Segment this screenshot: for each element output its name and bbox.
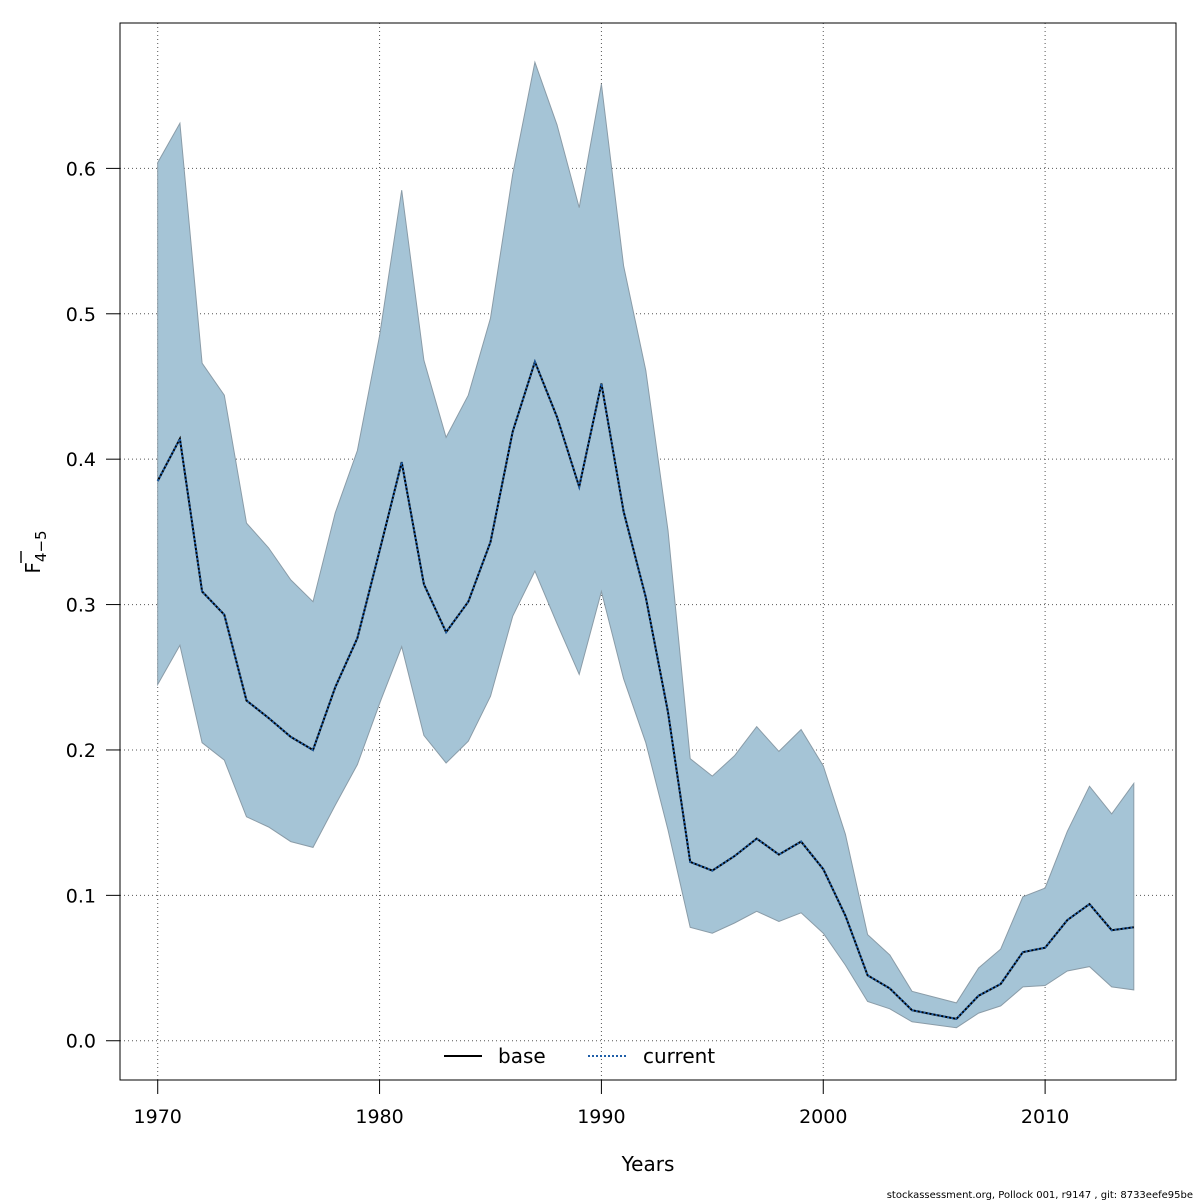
y-tick-label-0: 0.0 xyxy=(66,1031,96,1053)
x-axis: 1970 1980 1990 2000 2010 xyxy=(134,1079,1069,1128)
x-axis-title: Years xyxy=(621,1152,675,1176)
legend: base current xyxy=(444,1044,715,1068)
x-tick-label-1970: 1970 xyxy=(134,1106,182,1128)
x-tick-label-1990: 1990 xyxy=(577,1106,625,1128)
series-lines xyxy=(156,358,1134,1020)
confidence-band xyxy=(157,60,1135,1029)
legend-label-current: current xyxy=(643,1044,715,1068)
y-tick-label-4: 0.4 xyxy=(66,449,96,471)
y-tick-label-1: 0.1 xyxy=(66,885,96,907)
y-tick-label-2: 0.2 xyxy=(66,740,96,762)
y-axis-title: F4−5 xyxy=(20,530,50,574)
svg-text:F4−5: F4−5 xyxy=(21,530,50,573)
legend-label-base: base xyxy=(498,1044,546,1068)
y-axis: 0.0 0.1 0.2 0.3 0.4 0.5 0.6 xyxy=(66,158,121,1053)
series-line-current xyxy=(156,358,1134,1020)
x-tick-label-2010: 2010 xyxy=(1021,1106,1069,1128)
x-tick-label-1980: 1980 xyxy=(355,1106,403,1128)
y-axis-title-main: F xyxy=(21,562,45,574)
y-axis-title-sub: 4−5 xyxy=(32,530,50,562)
footer-text: stockassessment.org, Pollock 001, r9147 … xyxy=(887,1190,1193,1200)
y-tick-label-3: 0.3 xyxy=(66,595,96,617)
y-tick-label-5: 0.5 xyxy=(66,304,96,326)
x-tick-label-2000: 2000 xyxy=(799,1106,847,1128)
y-tick-label-6: 0.6 xyxy=(66,158,96,180)
